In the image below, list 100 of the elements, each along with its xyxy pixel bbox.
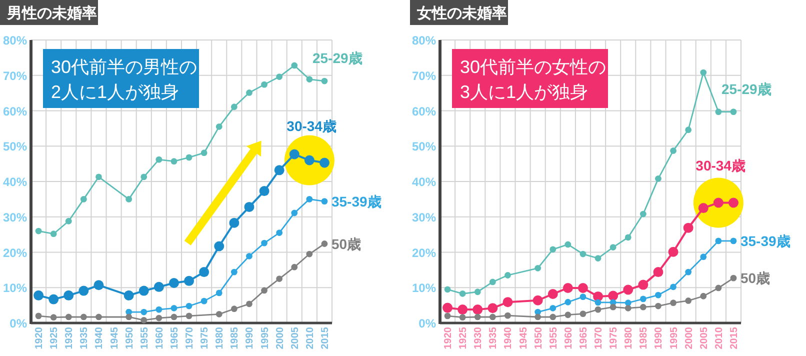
point: [624, 234, 632, 241]
point: [685, 126, 692, 134]
x-tick-label: 2015: [320, 326, 331, 350]
title: 女性の未婚率: [410, 0, 508, 25]
point: [199, 267, 210, 278]
point: [655, 292, 662, 298]
x-tick-label: 1995: [668, 326, 680, 350]
x-tick-label: 1965: [578, 326, 590, 350]
point: [138, 286, 149, 296]
x-tick-label: 1940: [503, 326, 514, 350]
point: [140, 308, 148, 316]
point: [156, 314, 162, 322]
point: [156, 306, 162, 313]
point: [670, 148, 676, 154]
x-tick-label: 2000: [684, 326, 695, 350]
x-tick-label: 1970: [594, 326, 605, 350]
x-tick-label: 1980: [214, 326, 226, 350]
point: [291, 62, 298, 69]
x-tick-label: 1960: [154, 326, 166, 350]
point: [229, 218, 240, 228]
point: [261, 287, 268, 294]
point: [50, 314, 57, 321]
point: [230, 306, 238, 312]
point: [489, 314, 496, 320]
y-tick-label: 70%: [2, 68, 28, 83]
x-tick-label: 1950: [533, 326, 544, 350]
chart-title: 男性の未婚率: [6, 4, 97, 22]
series-label: 35-39歳: [331, 193, 382, 210]
x-tick-label: 2005: [290, 326, 301, 350]
point: [580, 294, 586, 300]
point: [564, 312, 572, 318]
point: [668, 246, 678, 257]
x-tick-label: 1925: [49, 326, 60, 350]
point: [580, 250, 586, 258]
point: [276, 276, 283, 282]
x-tick-label: 1975: [200, 326, 211, 350]
point: [594, 255, 602, 262]
point: [580, 310, 586, 317]
point: [502, 297, 513, 308]
point: [534, 264, 542, 272]
point: [715, 108, 722, 116]
y-tick-label: 40%: [2, 175, 28, 189]
point: [638, 280, 648, 290]
point: [655, 175, 662, 182]
point: [50, 230, 57, 238]
x-tick-label: 1945: [109, 326, 120, 350]
point: [321, 240, 328, 247]
point: [564, 298, 572, 306]
point: [459, 290, 466, 297]
x-tick-label: 1935: [79, 326, 90, 350]
point: [730, 238, 737, 244]
point: [472, 304, 483, 315]
point: [276, 74, 283, 80]
x-tick-label: 1950: [124, 326, 136, 350]
point: [246, 90, 252, 96]
point: [186, 302, 192, 310]
point: [610, 304, 616, 310]
point: [698, 203, 708, 214]
point: [291, 264, 298, 270]
y-tick-label: 20%: [412, 246, 436, 260]
x-tick-label: 1925: [458, 326, 470, 350]
x-tick-label: 1965: [169, 326, 180, 350]
point: [550, 304, 556, 312]
x-tick-label: 2015: [728, 326, 740, 350]
x-tick-label: 1990: [244, 326, 256, 350]
point: [216, 310, 222, 318]
point: [610, 244, 616, 250]
point: [715, 238, 722, 244]
point: [306, 250, 313, 258]
point: [653, 267, 664, 278]
point: [306, 196, 313, 202]
callout: 30代前半の女性の 3人に1人が独身: [452, 49, 608, 108]
y-tick-label: 30%: [412, 210, 436, 224]
point: [230, 268, 238, 276]
point: [80, 314, 87, 320]
series-label: 50歳: [331, 236, 362, 252]
point: [730, 274, 737, 282]
point: [458, 304, 468, 315]
x-tick-label: 1935: [488, 326, 500, 350]
point: [246, 252, 252, 260]
point: [304, 155, 314, 166]
point: [534, 314, 542, 320]
point: [562, 282, 573, 293]
x-tick-label: 1930: [473, 326, 484, 350]
point: [700, 254, 707, 260]
point: [96, 174, 102, 180]
x-tick-label: 2005: [698, 326, 710, 350]
point: [184, 276, 194, 286]
series-label: 30-34歳: [696, 158, 746, 174]
point: [550, 314, 556, 320]
point: [640, 304, 646, 310]
y-tick-label: 10%: [2, 281, 28, 296]
x-tick-label: 1985: [230, 326, 241, 350]
x-tick-label: 1960: [563, 326, 574, 350]
series-label: 25-29歳: [312, 50, 362, 66]
series-label: 25-29歳: [721, 80, 772, 97]
point: [459, 314, 466, 321]
point: [504, 272, 511, 278]
y-tick-label: 80%: [2, 34, 28, 48]
point: [65, 218, 72, 224]
